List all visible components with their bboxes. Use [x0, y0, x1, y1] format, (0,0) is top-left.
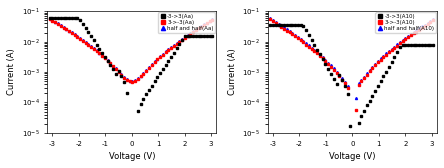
Legend: -3->3(Aa), 3->-3(Aa), half and half(Aa): -3->3(Aa), 3->-3(Aa), half and half(Aa) [158, 12, 215, 33]
Y-axis label: Current (A): Current (A) [228, 49, 237, 95]
X-axis label: Voltage (V): Voltage (V) [329, 152, 376, 161]
Y-axis label: Current (A): Current (A) [7, 49, 16, 95]
Legend: -3->3(A10), 3->-3(A10), half and half(A10): -3->3(A10), 3->-3(A10), half and half(A1… [375, 12, 436, 33]
X-axis label: Voltage (V): Voltage (V) [108, 152, 155, 161]
